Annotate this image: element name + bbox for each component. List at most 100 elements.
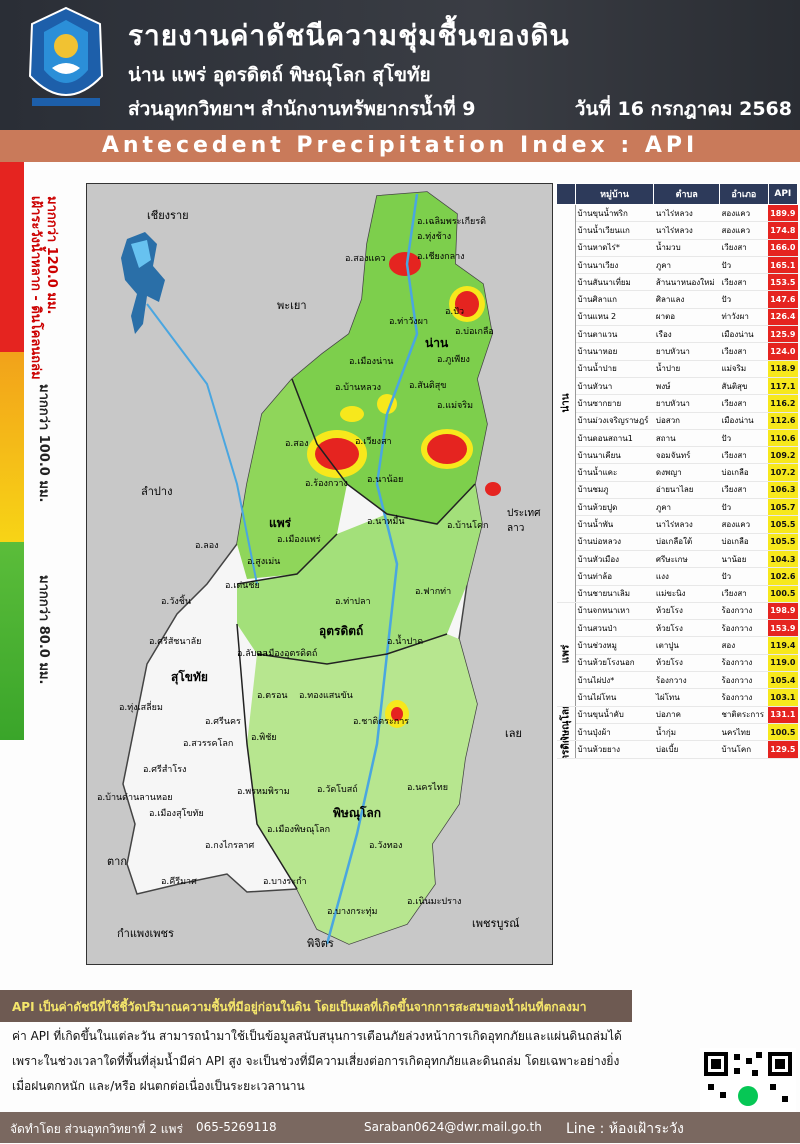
district-cell: สองแคว <box>719 221 769 240</box>
subdistrict-cell: ภูคา <box>653 256 720 275</box>
district-label: อ.วังทอง <box>369 841 403 851</box>
api-cell: 153.5 <box>768 273 798 292</box>
subdistrict-cell: ดงพญา <box>653 463 720 482</box>
label-lampang: ลำปาง <box>141 485 173 498</box>
province-group-text: น่าน <box>560 393 571 414</box>
district-cell: ปัว <box>719 567 769 586</box>
subdistrict-cell: จอมจันทร์ <box>653 446 720 465</box>
village-cell: บ้านช่วงหมู <box>575 636 654 655</box>
subdistrict-cell: ห้วยโรง <box>653 619 720 638</box>
col-subdistrict: ตำบล <box>653 183 720 205</box>
district-label: อ.บางกระทุ่ม <box>327 907 378 917</box>
legend-yellow-swatch <box>0 352 24 542</box>
village-cell: บ้านดอนสถาน1 <box>575 429 654 448</box>
subdistrict-cell: ห้วยโรง <box>653 602 720 621</box>
district-label: อ.ทุ่งช้าง <box>417 232 452 242</box>
district-label: อ.บางระกำ <box>263 877 307 887</box>
table-row: บ้านหัวนา พงษ์ สันติสุข 117.1 <box>557 377 798 396</box>
note-banner <box>0 990 632 1022</box>
footer-email[interactable]: Saraban0624@dwr.mail.go.th <box>364 1120 542 1134</box>
api-cell: 174.8 <box>768 221 798 240</box>
village-cell: บ้านห้วยยาง <box>575 740 654 759</box>
table-row: บ้านน้ำแคะ ดงพญา บ่อเกลือ 107.2 <box>557 463 798 482</box>
api-cell: 198.9 <box>768 602 798 621</box>
table-row: บ้านตาแวน เรือง เมืองน่าน 125.9 <box>557 325 798 344</box>
table-row: บ้านชมภู อ่ายนาไลย เวียงสา 106.3 <box>557 481 798 500</box>
district-cell: ร้องกวาง <box>719 602 769 621</box>
district-cell: สอง <box>719 636 769 655</box>
table-row: บ้านช่วงหมู เตาปูน สอง 119.4 <box>557 636 798 655</box>
footer: จัดทำโดย ส่วนอุทกวิทยาที่ 2 แพร่ 065-526… <box>0 1112 800 1143</box>
district-label: อ.ลับแล <box>237 649 268 659</box>
phitsanulok-area <box>247 634 477 944</box>
village-cell: บ้านไผ่โทน <box>575 688 654 707</box>
subdistrict-cell: ยาบหัวนา <box>653 342 720 361</box>
api-cell: 153.9 <box>768 619 798 638</box>
table-row: บ้านซากยาย ยาบหัวนา เวียงสา 116.2 <box>557 394 798 413</box>
note-line-3: เมื่อฝนตกหนัก และ/หรือ ฝนตกต่อเนื่องเป็น… <box>12 1079 305 1093</box>
district-label: อ.พรหมพิราม <box>237 787 290 797</box>
village-cell: บ้านน้ำแคะ <box>575 463 654 482</box>
district-cell: เวียงสา <box>719 446 769 465</box>
api-cell: 105.4 <box>768 671 798 690</box>
district-cell: ปัว <box>719 498 769 517</box>
label-sukhothai: สุโขทัย <box>171 670 208 684</box>
district-cell: เมืองน่าน <box>719 412 769 430</box>
province-group-label: น่าน <box>556 204 576 603</box>
subdistrict-cell: ศิลาแลง <box>653 290 720 309</box>
api-cell: 106.3 <box>768 481 798 500</box>
table-row: บ้านน้ำปาย น้ำปาย แม่จริม 118.9 <box>557 360 798 378</box>
province-list: น่าน แพร่ อุตรดิตถ์ พิษณุโลก สุโขทัย <box>128 64 431 86</box>
color-legend <box>0 162 24 740</box>
district-cell: ปัว <box>719 429 769 448</box>
subdistrict-cell: แงง <box>653 567 720 586</box>
note-headline: API เป็นค่าดัชนีที่ใช้ชี้วัดปริมาณความชื… <box>12 1000 587 1014</box>
api-cell: 116.2 <box>768 394 798 413</box>
subdistrict-cell: แม่ขะนิง <box>653 585 720 603</box>
district-label: อ.ตรอน <box>257 691 288 701</box>
subdistrict-cell: บ่อเบี้ย <box>653 740 720 759</box>
district-label: อ.ทองแสนขัน <box>299 691 353 701</box>
subdistrict-cell: ไผ่โทน <box>653 688 720 707</box>
api-cell: 103.1 <box>768 688 798 707</box>
village-cell: บ้านชายนาเลิม <box>575 585 654 603</box>
label-phetchabun: เพชรบูรณ์ <box>472 917 520 930</box>
district-cell: เมืองน่าน <box>719 325 769 344</box>
label-loei: เลย <box>505 727 522 740</box>
api-map: เชียงราย พะเยา ลำปาง ตาก กำแพงเพชร พิจิต… <box>86 183 553 965</box>
label-laos: ประเทศลาว <box>507 508 541 534</box>
district-label: อ.ท่าวังผา <box>389 317 429 327</box>
label-tak: ตาก <box>107 855 127 868</box>
api-cell: 129.5 <box>768 740 798 759</box>
district-cell: นครไทย <box>719 723 769 742</box>
district-label: อ.เมืองแพร่ <box>277 535 321 545</box>
footer-phone[interactable]: 065-5269118 <box>196 1120 277 1134</box>
village-cell: บ้านหาดไร่* <box>575 239 654 257</box>
village-cell: บ้านห้วยโรงนอก <box>575 654 654 673</box>
village-cell: บ้านน้ำปาย <box>575 360 654 378</box>
table-row: บ้านท่าล้อ แงง ปัว 102.6 <box>557 567 798 586</box>
table-row: บ้านปุ่งผ้า น้ำกุ่ม นครไทย 100.5 <box>557 723 798 742</box>
district-label: อ.น้ำปาด <box>387 637 424 647</box>
table-row: บ้านนาหอย ยาบหัวนา เวียงสา 124.0 <box>557 342 798 361</box>
subdistrict-cell: ร้องกวาง <box>653 671 720 690</box>
api-cell: 117.1 <box>768 377 798 396</box>
footer-line-id[interactable]: Line : ห้องเฝ้าระวัง <box>566 1121 684 1137</box>
api-cell: 105.5 <box>768 533 798 551</box>
district-label: อ.เด่นชัย <box>225 581 260 591</box>
district-label: อ.นครไทย <box>407 783 449 793</box>
village-cell: บ้านม่วงเจริญราษฎร์ <box>575 412 654 430</box>
note-line-2: เพราะในช่วงเวลาใดที่พื้นที่ลุ่มน้ำมีค่า … <box>12 1054 620 1068</box>
subdistrict-cell: ยาบหัวนา <box>653 394 720 413</box>
api-cell: 105.5 <box>768 515 798 534</box>
api-cell: 147.6 <box>768 290 798 309</box>
table-row: พิษณุโลก บ้านขุนน้ำคับ บ่อภาค ชาติตระการ 131… <box>556 706 798 742</box>
village-cell: บ้านนาเวียง <box>575 256 654 275</box>
district-label: อ.สอง <box>285 439 309 449</box>
api-cell: 110.6 <box>768 429 798 448</box>
district-label: อ.คีรีมาศ <box>161 877 197 887</box>
village-cell: บ้านขุนน้ำคับ <box>575 706 654 724</box>
subdistrict-cell: บ่อภาค <box>653 706 720 724</box>
village-cell: บ้านท่าล้อ <box>575 567 654 586</box>
thailand-inset <box>121 232 165 334</box>
